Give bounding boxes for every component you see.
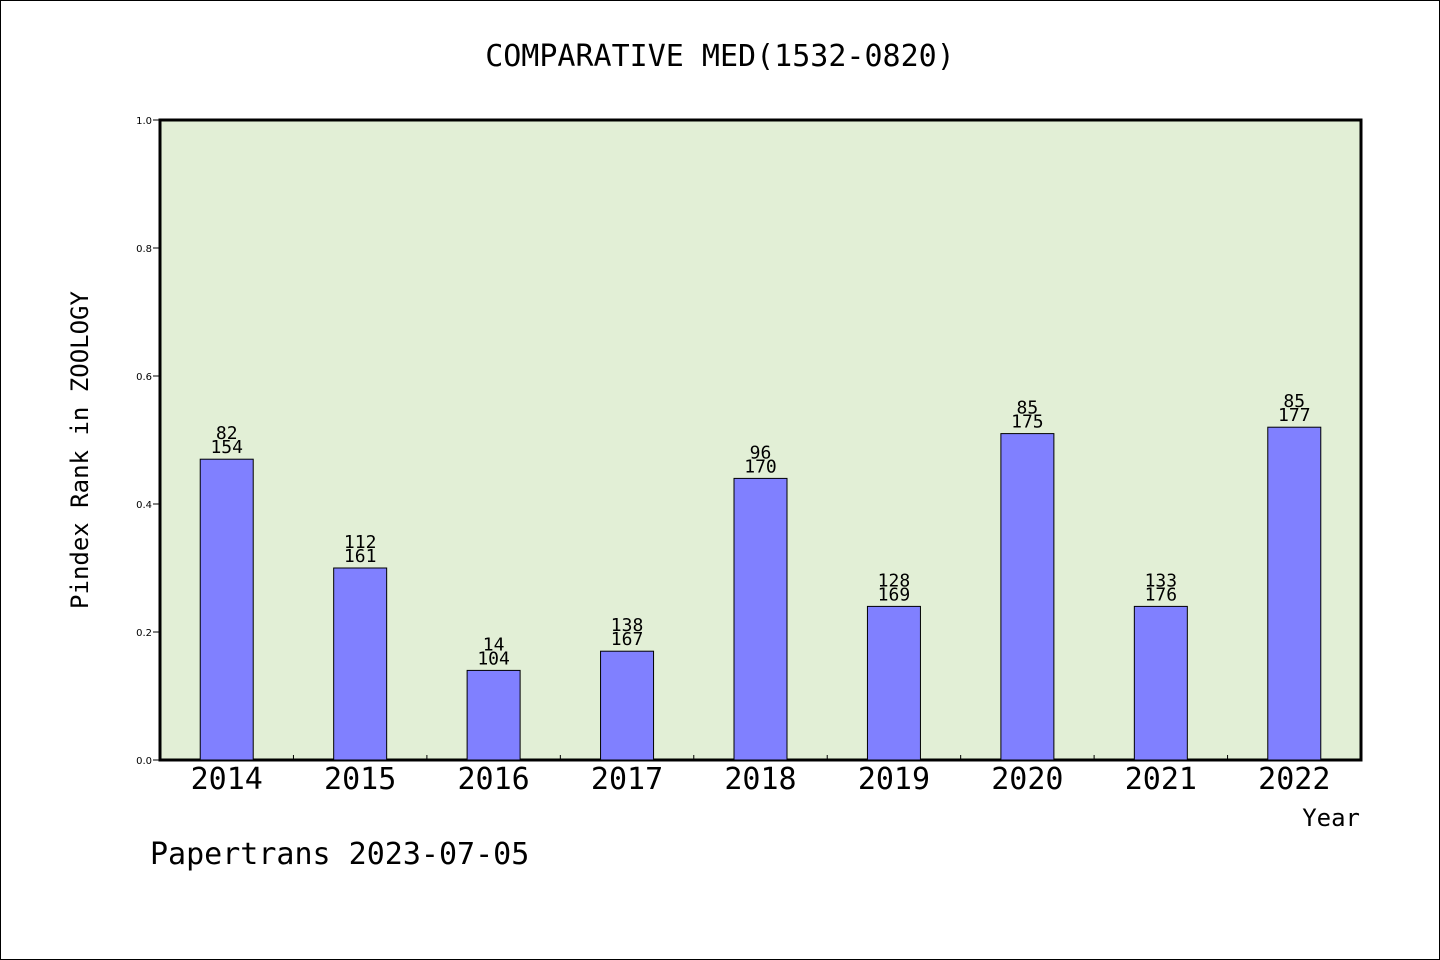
bar-2022 <box>1267 426 1322 761</box>
data-label-top: 96 <box>750 442 772 463</box>
data-label-bottom: 176 <box>1145 584 1178 605</box>
x-tick-label: 2021 <box>1125 762 1197 797</box>
y-tick-label: 0.0 <box>136 756 152 767</box>
bar-series <box>199 426 1322 761</box>
data-label-bottom: 167 <box>611 629 644 650</box>
y-axis: 0.0 0.2 0.4 0.6 0.8 1.0 <box>136 116 160 767</box>
y-axis-label: Pindex Rank in ZOOLOGY <box>66 291 94 609</box>
bar-2020 <box>1000 433 1055 761</box>
x-tick-label: 2017 <box>591 762 663 797</box>
y-tick-label: 0.4 <box>136 500 152 511</box>
x-tick-label: 2019 <box>858 762 930 797</box>
bar-2018 <box>733 477 788 761</box>
x-axis-label: Year <box>1302 804 1360 832</box>
data-label-top: 112 <box>344 532 377 553</box>
data-label-bottom: 177 <box>1278 405 1311 426</box>
bar-2019 <box>866 605 921 761</box>
x-tick-label: 2020 <box>991 762 1063 797</box>
y-tick-label: 1.0 <box>136 116 152 127</box>
data-label-top: 128 <box>878 570 911 591</box>
x-tick-label: 2018 <box>724 762 796 797</box>
footer-text: Papertrans 2023-07-05 <box>150 837 529 872</box>
data-label-bottom: 104 <box>477 648 510 669</box>
bar-2016 <box>466 669 521 761</box>
data-label-top: 82 <box>216 423 238 444</box>
data-label-top: 138 <box>611 615 644 636</box>
data-label-bottom: 161 <box>344 546 377 567</box>
y-tick-label: 0.2 <box>136 628 152 639</box>
data-label-bottom: 170 <box>744 456 777 477</box>
x-axis: 2014 2015 2016 2017 2018 2019 2020 2021 2022 <box>191 755 1330 797</box>
bar-2014 <box>199 458 254 761</box>
x-tick-label: 2014 <box>191 762 263 797</box>
data-label-bottom: 154 <box>210 437 243 458</box>
x-tick-label: 2022 <box>1258 762 1330 797</box>
y-tick-label: 0.6 <box>136 372 152 383</box>
chart-title: COMPARATIVE MED(1532-0820) <box>485 39 955 74</box>
x-tick-label: 2016 <box>457 762 529 797</box>
bar-labels: 8215411216114104138167961701281698517513… <box>210 391 1310 669</box>
data-label-bottom: 175 <box>1011 412 1044 433</box>
x-tick-label: 2015 <box>324 762 396 797</box>
y-tick-label: 0.8 <box>136 244 152 255</box>
bar-2017 <box>600 650 655 761</box>
data-label-top: 85 <box>1017 398 1039 419</box>
bar-2021 <box>1133 605 1188 761</box>
data-label-bottom: 169 <box>878 584 911 605</box>
data-label-top: 133 <box>1145 570 1178 591</box>
bar-2015 <box>333 567 388 761</box>
data-label-top: 14 <box>483 634 505 655</box>
data-label-top: 85 <box>1283 391 1305 412</box>
